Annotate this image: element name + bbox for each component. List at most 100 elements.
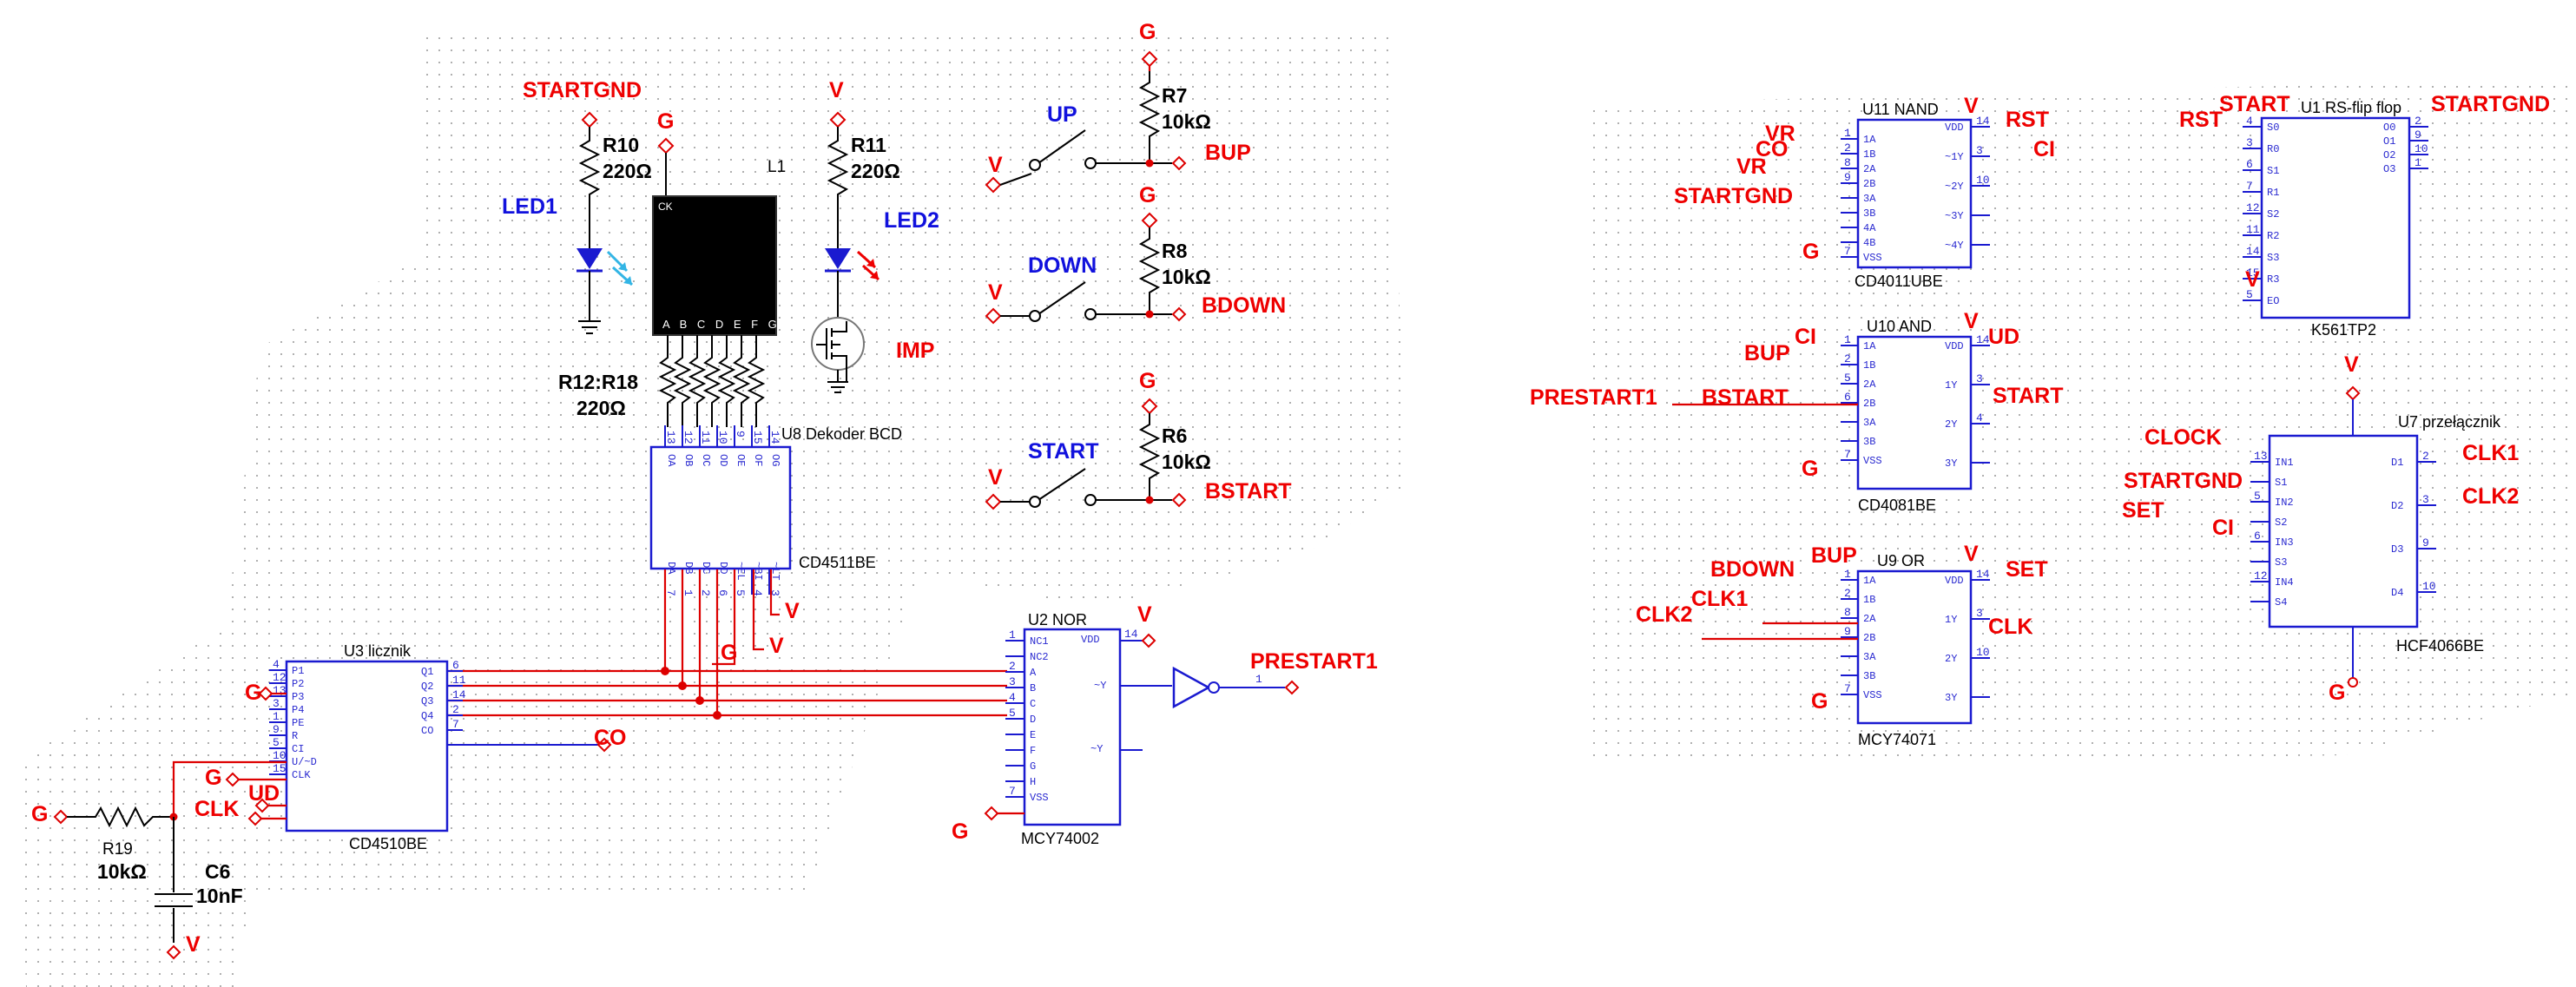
pin-name: 3Y (1945, 457, 1957, 470)
pin-name: R2 (2267, 230, 2279, 242)
inverter: 1 PRESTART1 (1172, 649, 1378, 709)
display-ref: L1 (768, 158, 786, 176)
pin-number: 12 (273, 671, 287, 684)
u3-counter: U3 licznik P1 4 P2 12 P3 13 P4 3 PE 1R9 CI 5 U/~D 10 C… (172, 642, 627, 852)
pin-name: DC (700, 562, 712, 574)
pin-name: 3B (1863, 436, 1875, 448)
chip-part: CD4510BE (349, 835, 427, 852)
u11-pins: 1A 1 1B 2 2A 8 2B 9 3A 3B 4A 4B VSS 7 VDD 14 ~1Y 3 ~2Y 10 ~3… (1841, 115, 1990, 264)
pin-number: 7 (1844, 448, 1851, 461)
net-label: V (769, 634, 784, 658)
pin-number: 2 (1844, 587, 1851, 600)
net-label: CLK1 (2462, 441, 2519, 465)
bus-wires (447, 569, 1007, 720)
net-label: BSTART (1702, 385, 1789, 410)
pin-name: 2A (1863, 163, 1876, 175)
pin-name: VDD (1945, 340, 1964, 352)
pin-name: 1Y (1945, 379, 1957, 392)
net-label: G (1811, 689, 1828, 714)
net-label: SET (2122, 498, 2164, 523)
pin-name: 2B (1863, 632, 1875, 644)
resistor-ref: R7 (1162, 84, 1187, 107)
net-label: BSTART (1205, 479, 1292, 503)
u8-top-pins: OA 13 OB 12 OC 11 OD 10 OE 9 OF 15 OG 14 (664, 425, 781, 467)
pin-name: ~3Y (1945, 210, 1964, 222)
pin-name: 1B (1863, 359, 1875, 372)
pin-number: 9 (1844, 171, 1851, 184)
pin-name: C (1030, 698, 1036, 710)
net-label: G (1139, 183, 1156, 207)
pin-name: 3A (1863, 651, 1876, 663)
net-label: BDOWN (1710, 557, 1795, 582)
switch-label: START (1028, 439, 1098, 464)
u8-bottom-pins: DA 7 DB 1 DC 2 DD 6 ~EL 5 ~BI 4 ~LT 3 (664, 562, 781, 596)
pin-name: OD (717, 454, 729, 466)
pin-name: OG (769, 454, 781, 466)
net-label: CLK (1988, 615, 2032, 639)
pin-name: CLK (292, 769, 311, 781)
net-label: G (657, 109, 674, 134)
pin-number: 7 (1844, 245, 1851, 258)
u11-nand: U11 NAND 1A 1 1B 2 2A 8 2B 9 3A 3B 4A 4B VSS 7 VDD 14 ~1… (1674, 94, 2055, 290)
led-label: LED1 (502, 194, 557, 219)
led1-block: STARTGND R10 220Ω LED1 (502, 78, 652, 334)
pin-name: D2 (2391, 500, 2403, 512)
u1-flipflop: U1 RS-flip flop S04R03S16R17S212R211S314… (2179, 92, 2550, 339)
net-label: V (988, 153, 1003, 177)
pin-number: 14 (1976, 568, 1990, 581)
u1-pins: S0 4 R0 3 S1 6 R1 7 S2 12 R2 11 S3 14 R3 15 EO 5 O0 2 O1 9 O2 1… (2243, 115, 2428, 307)
pin-name: ~2Y (1945, 181, 1964, 193)
pin-number: 7 (664, 589, 677, 596)
pin-number: 5 (273, 736, 280, 749)
net-label: RST (2006, 108, 2049, 132)
led-label: LED2 (884, 208, 939, 233)
pin-name: OF (752, 454, 764, 466)
pin-number: 6 (2246, 158, 2253, 171)
pin-number: 9 (2415, 128, 2421, 141)
net-label: STARTGND (523, 78, 642, 102)
pin-number: 1 (2415, 156, 2421, 169)
resistor-value: 220Ω (576, 397, 626, 419)
pin-number: 14 (768, 431, 781, 444)
pin-number: 2 (1009, 660, 1016, 673)
pin-number: 14 (1124, 628, 1138, 641)
pin-name: NC1 (1030, 635, 1049, 648)
pin-name: ~Y (1094, 680, 1106, 692)
pin-name: 3B (1863, 670, 1875, 682)
pin-name: 2Y (1945, 653, 1957, 665)
pin-number: 8 (1844, 156, 1851, 169)
net-label: G (205, 766, 221, 790)
pin-name: DB (682, 562, 695, 574)
pin-name: R0 (2267, 143, 2279, 155)
pin-name: S2 (2275, 517, 2287, 529)
pin-name: VDD (1945, 122, 1964, 134)
pin-number: 3 (2422, 493, 2429, 506)
resistor-ref: R6 (1162, 424, 1187, 447)
pin-number: 12 (2246, 201, 2260, 214)
pin-number: 3 (1009, 675, 1016, 688)
pin-name: ~LT (769, 562, 781, 581)
pin-name: IN1 (2275, 457, 2294, 469)
net-label: RST (2179, 108, 2223, 132)
net-label: G (721, 641, 737, 665)
pin-name: 4A (1863, 222, 1876, 234)
pin-name: 1Y (1945, 614, 1957, 626)
pin-number: 9 (273, 723, 280, 736)
pin-number: 10 (1976, 174, 1990, 187)
pin-name: P1 (292, 665, 304, 677)
pin-name: 4B (1863, 237, 1875, 249)
u8-decoder: U8 Dekoder BCD OA13OB12OC11OD10OE9OF15OG… (649, 425, 902, 665)
pin-number: 3 (1976, 372, 1983, 385)
u3-output-pins: Q1 6 Q2 11 Q3 14 Q4 2 CO 7 (421, 659, 466, 737)
pin-name: IN3 (2275, 536, 2294, 549)
net-label: G (2329, 681, 2345, 705)
pin-number: 5 (2254, 490, 2261, 503)
pin-name: Q4 (421, 710, 433, 722)
resistor-value: 10kΩ (1162, 110, 1211, 133)
pin-name: 2B (1863, 398, 1875, 410)
pin-number: 3 (768, 589, 781, 596)
display-segments: A B C D E F G (662, 318, 781, 331)
pin-number: 2 (452, 703, 459, 716)
